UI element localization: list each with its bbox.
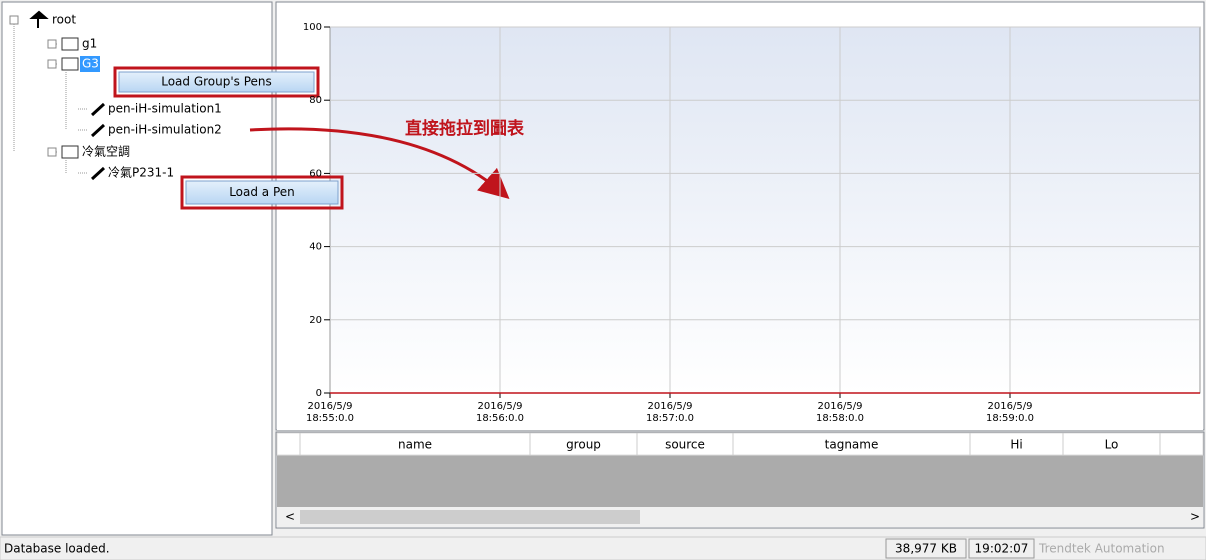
button-highlight — [180, 175, 344, 210]
x-tick-date: 2016/5/9 — [308, 401, 353, 412]
button[interactable] — [118, 71, 315, 93]
annotation: 直接拖拉到圖表 — [405, 118, 525, 139]
tree-label[interactable]: 冷氣P231-1 — [108, 166, 174, 180]
x-tick-time: 18:59:0.0 — [986, 413, 1034, 424]
tree-line — [13, 24, 67, 173]
column-header[interactable]: source — [665, 438, 705, 452]
column-header[interactable]: name — [398, 438, 432, 452]
x-tick-time: 18:56:0.0 — [476, 413, 524, 424]
x-tick-time: 18:58:0.0 — [816, 413, 864, 424]
x-tick-date: 2016/5/9 — [478, 401, 523, 412]
tree-label[interactable]: G3 — [82, 57, 99, 71]
expander[interactable] — [47, 39, 57, 49]
x-tick-time: 18:57:0.0 — [646, 413, 694, 424]
selection — [80, 56, 100, 72]
pen-icon — [90, 166, 106, 181]
button[interactable] — [185, 180, 339, 205]
label-clip — [277, 421, 1203, 430]
tree-label[interactable]: 冷氣空調 — [82, 145, 130, 159]
table-header — [276, 432, 1204, 456]
tree-label[interactable]: pen-iH-simulation2 — [108, 123, 222, 137]
scroll-left[interactable]: < — [285, 510, 295, 524]
pen-icon — [90, 102, 106, 117]
pen-icon — [90, 123, 106, 138]
button-highlight — [113, 66, 320, 98]
y-tick-label: 80 — [309, 95, 322, 106]
folder-icon — [61, 37, 79, 51]
y-tick-label: 40 — [309, 242, 322, 253]
folder-icon — [61, 57, 79, 71]
y-tick-label: 20 — [309, 315, 322, 326]
button-label[interactable]: Load a Pen — [229, 185, 295, 199]
status-memory: 38,977 KB — [895, 542, 957, 556]
status-cell — [968, 538, 1035, 559]
root-icon — [29, 10, 49, 28]
y-tick-label: 60 — [309, 168, 322, 179]
column-header[interactable]: tagname — [825, 438, 879, 452]
x-tick-date: 2016/5/9 — [648, 401, 693, 412]
tree-label[interactable]: pen-iH-simulation1 — [108, 102, 222, 116]
expander[interactable] — [47, 147, 57, 157]
drag-arrow — [249, 127, 510, 199]
button-label[interactable]: Load Group's Pens — [161, 75, 272, 89]
folder-icon — [61, 145, 79, 159]
x-tick-time: 18:55:0.0 — [306, 413, 354, 424]
column-header[interactable]: Lo — [1105, 438, 1119, 452]
table-body — [277, 455, 1203, 507]
expander[interactable] — [47, 59, 57, 69]
x-tick-date: 2016/5/9 — [818, 401, 863, 412]
status-brand: Trendtek Automation — [1038, 542, 1165, 556]
column-header[interactable]: group — [566, 438, 601, 452]
plot-area — [329, 26, 1201, 394]
status-cell — [885, 538, 967, 559]
status-bar — [0, 536, 1206, 560]
status-message: Database loaded. — [4, 542, 110, 556]
y-tick-label: 0 — [316, 388, 322, 399]
status-time: 19:02:07 — [975, 542, 1029, 556]
column-header[interactable]: Hi — [1010, 438, 1022, 452]
expander[interactable] — [9, 15, 19, 25]
x-tick-date: 2016/5/9 — [988, 401, 1033, 412]
tree-label[interactable]: root — [52, 13, 76, 27]
scroll-thumb[interactable] — [300, 510, 640, 524]
scroll-right[interactable]: > — [1190, 510, 1200, 524]
y-tick-label: 100 — [303, 22, 322, 33]
tree-label[interactable]: g1 — [82, 37, 97, 51]
